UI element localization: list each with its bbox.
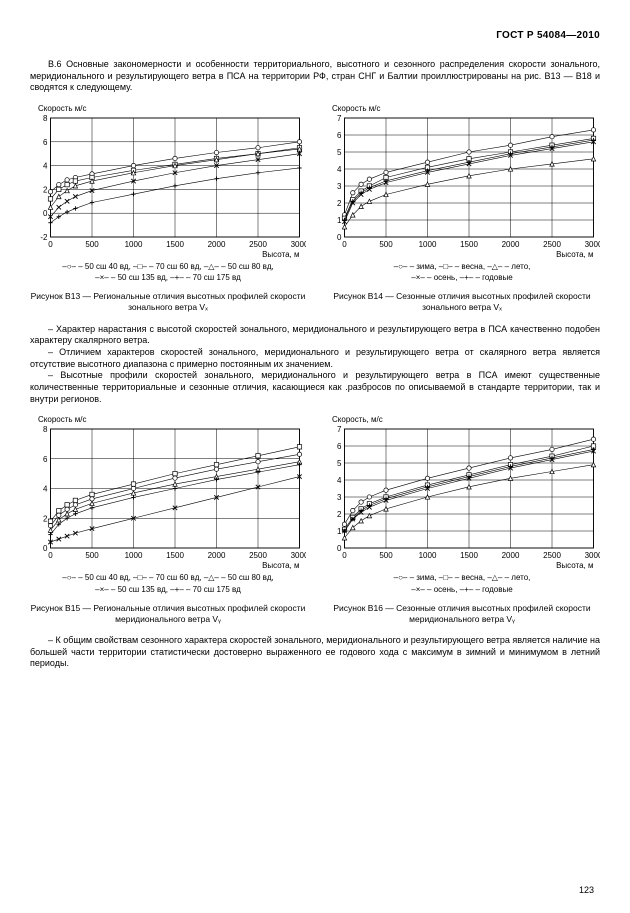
svg-text:1500: 1500 [166,240,184,249]
chart-b15-ylabel: Скорость м/с [38,415,306,424]
svg-text:7: 7 [337,114,342,123]
svg-text:4: 4 [337,476,342,485]
chart-b14: 01234567050010001500200025003000Высота, … [324,114,600,259]
svg-text:2: 2 [43,515,48,524]
svg-text:1500: 1500 [460,240,478,249]
mid-para-2: – Отличием характеров скоростей зонально… [30,347,600,370]
legend-line: –○– – зима, –□– – весна, –△– – лето, [324,572,600,583]
svg-text:Высота, м: Высота, м [556,561,593,570]
svg-text:2: 2 [337,199,342,208]
svg-text:0: 0 [342,551,347,560]
svg-text:6: 6 [337,442,342,451]
svg-text:4: 4 [337,165,342,174]
svg-text:2000: 2000 [208,240,226,249]
svg-text:3: 3 [337,182,342,191]
chart-b16-legend: –○– – зима, –□– – весна, –△– – лето, –×–… [324,572,600,594]
svg-text:4: 4 [43,162,48,171]
chart-b16-ylabel: Скорость, м/с [332,415,600,424]
svg-text:Высота, м: Высота, м [556,250,593,259]
charts-row-1: Скорость м/с -20246805001000150020002500… [30,104,600,313]
mid-paragraphs: – Характер нарастания с высотой скоросте… [30,324,600,406]
svg-text:2: 2 [43,185,48,194]
chart-b16-block: Скорость, м/с 01234567050010001500200025… [324,415,600,624]
legend-line: –×– – осень, –+– – годовые [324,272,600,283]
svg-text:0: 0 [43,209,48,218]
svg-text:0: 0 [342,240,347,249]
legend-line: –×– – осень, –+– – годовые [324,584,600,595]
svg-text:-2: -2 [40,233,48,242]
svg-text:500: 500 [379,551,393,560]
mid-para-3: – Высотные профили скоростей зонального,… [30,370,600,405]
svg-text:2000: 2000 [502,551,520,560]
svg-text:2: 2 [337,510,342,519]
svg-text:6: 6 [43,138,48,147]
svg-text:Высота, м: Высота, м [262,250,299,259]
legend-line: –○– – 50 сш 40 вд, –□– – 70 сш 60 вд, –△… [30,261,306,272]
svg-text:1000: 1000 [125,240,143,249]
svg-text:1: 1 [337,527,342,536]
svg-text:500: 500 [379,240,393,249]
svg-text:3000: 3000 [585,551,600,560]
svg-text:0: 0 [48,551,53,560]
chart-b14-caption: Рисунок В14 — Сезонные отличия высотных … [324,291,600,313]
page-number: 123 [579,885,594,895]
svg-text:2000: 2000 [502,240,520,249]
svg-text:5: 5 [337,459,342,468]
legend-line: –×– – 50 сш 135 вд, –+– – 70 сш 175 вд [30,584,306,595]
chart-b13-caption: Рисунок В13 — Региональные отличия высот… [30,291,306,313]
doc-header: ГОСТ Р 54084—2010 [30,30,600,41]
svg-text:6: 6 [43,455,48,464]
chart-b13-legend: –○– – 50 сш 40 вд, –□– – 70 сш 60 вд, –△… [30,261,306,283]
legend-line: –○– – зима, –□– – весна, –△– – лето, [324,261,600,272]
chart-b16: 01234567050010001500200025003000Высота, … [324,425,600,570]
svg-text:6: 6 [337,131,342,140]
svg-text:3000: 3000 [585,240,600,249]
svg-text:2500: 2500 [249,240,267,249]
charts-row-2: Скорость м/с 024680500100015002000250030… [30,415,600,624]
svg-text:7: 7 [337,425,342,434]
svg-text:3000: 3000 [291,240,306,249]
svg-text:Высота, м: Высота, м [262,561,299,570]
svg-text:2500: 2500 [249,551,267,560]
svg-text:0: 0 [48,240,53,249]
svg-text:2500: 2500 [543,551,561,560]
legend-line: –○– – 50 сш 40 вд, –□– – 70 сш 60 вд, –△… [30,572,306,583]
chart-b13: -202468050010001500200025003000Высота, м [30,114,306,259]
chart-b14-legend: –○– – зима, –□– – весна, –△– – лето, –×–… [324,261,600,283]
legend-line: –×– – 50 сш 135 вд, –+– – 70 сш 175 вд [30,272,306,283]
svg-text:1000: 1000 [125,551,143,560]
svg-text:8: 8 [43,425,48,434]
svg-text:1000: 1000 [419,240,437,249]
svg-text:1500: 1500 [460,551,478,560]
chart-b16-caption: Рисунок В16 — Сезонные отличия высотных … [324,603,600,625]
svg-text:5: 5 [337,148,342,157]
chart-b14-block: Скорость м/с 012345670500100015002000250… [324,104,600,313]
bottom-paragraph: – К общим свойствам сезонного характера … [30,635,600,670]
mid-para-1: – Характер нарастания с высотой скоросте… [30,324,600,347]
intro-paragraph: В.6 Основные закономерности и особенност… [30,59,600,94]
svg-text:500: 500 [85,240,99,249]
svg-text:1000: 1000 [419,551,437,560]
chart-b15-legend: –○– – 50 сш 40 вд, –□– – 70 сш 60 вд, –△… [30,572,306,594]
chart-b13-ylabel: Скорость м/с [38,104,306,113]
chart-b15-block: Скорость м/с 024680500100015002000250030… [30,415,306,624]
svg-text:4: 4 [43,485,48,494]
svg-text:1500: 1500 [166,551,184,560]
svg-text:8: 8 [43,114,48,123]
chart-b15: 02468050010001500200025003000Высота, м [30,425,306,570]
svg-text:1: 1 [337,216,342,225]
chart-b15-caption: Рисунок В15 — Региональные отличия высот… [30,603,306,625]
chart-b13-block: Скорость м/с -20246805001000150020002500… [30,104,306,313]
svg-text:3000: 3000 [291,551,306,560]
svg-text:2500: 2500 [543,240,561,249]
svg-text:3: 3 [337,493,342,502]
chart-b14-ylabel: Скорость м/с [332,104,600,113]
svg-text:2000: 2000 [208,551,226,560]
svg-text:500: 500 [85,551,99,560]
